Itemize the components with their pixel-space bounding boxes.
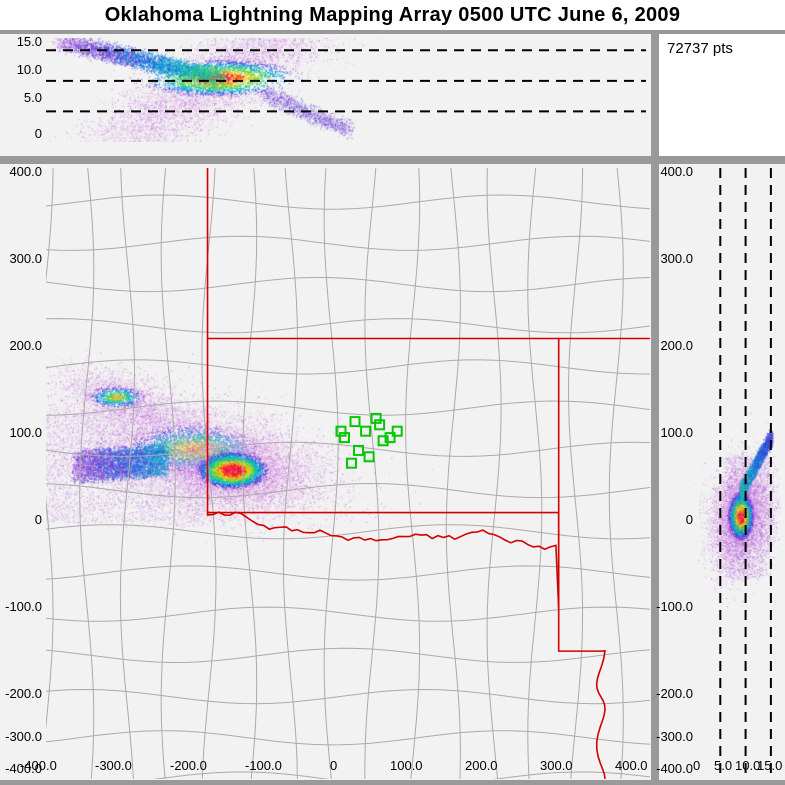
main-yaxis-label-m100: -100.0 [0,599,42,614]
lma-display-window: Oklahoma Lightning Mapping Array 0500 UT… [0,0,785,785]
right-yaxis-label-m300: -300.0 [651,729,693,744]
main-yaxis-label-100: 100.0 [0,425,42,440]
lma-sensor-marker [365,452,374,461]
main-xaxis-label-200: 200.0 [465,758,498,773]
right-yaxis-label-m200: -200.0 [651,686,693,701]
top-yaxis-label-5: 5.0 [2,90,42,105]
points-count-panel: 72737 pts [659,34,785,156]
right-yaxis-label-m400: -400.0 [651,761,693,776]
main-yaxis-label-m200: -200.0 [0,686,42,701]
window-title: Oklahoma Lightning Mapping Array 0500 UT… [105,4,681,27]
main-xaxis-label-m100: -100.0 [245,758,282,773]
top-yaxis-label-10: 10.0 [2,62,42,77]
lma-sensor-marker [361,427,370,436]
main-map-plot-area[interactable] [46,168,650,779]
main-xaxis-label-m300: -300.0 [95,758,132,773]
top-altitude-plot-area[interactable] [46,38,646,142]
right-altitude-panel: 400.0 300.0 200.0 100.0 0 -100.0 -200.0 … [659,160,785,780]
main-xaxis-label-100: 100.0 [390,758,423,773]
main-yaxis-label-0: 0 [0,512,42,527]
top-altitude-panel: 15.0 10.0 5.0 0 [0,34,655,156]
main-xaxis-label-400: 400.0 [615,758,648,773]
top-yaxis-label-0: 0 [2,126,42,141]
lma-sensor-marker [347,459,356,468]
main-yaxis-label-m300: -300.0 [0,729,42,744]
main-yaxis-label-300: 300.0 [0,251,42,266]
main-xaxis-label-300: 300.0 [540,758,573,773]
right-yaxis-label-300: 300.0 [651,251,693,266]
main-map-panel: 400.0 300.0 200.0 100.0 0 -100.0 -200.0 … [0,160,655,780]
lma-sensor-marker [351,417,360,426]
main-yaxis-label-400: 400.0 [0,164,42,179]
right-xaxis-label-0: 0 [693,758,700,773]
right-yaxis-label-100: 100.0 [651,425,693,440]
right-altitude-plot-area[interactable] [695,168,781,779]
main-xaxis-label-m200: -200.0 [170,758,207,773]
main-yaxis-label-200: 200.0 [0,338,42,353]
right-yaxis-label-400: 400.0 [651,164,693,179]
main-xaxis-label-0: 0 [330,758,337,773]
right-xaxis-label-5: 5.0 [714,758,732,773]
points-count-label: 72737 pts [667,40,733,57]
right-xaxis-label-15: 15.0 [757,758,782,773]
title-bar: Oklahoma Lightning Mapping Array 0500 UT… [0,0,785,34]
top-yaxis-label-15: 15.0 [2,34,42,49]
main-xaxis-label-m400: -400.0 [20,758,57,773]
right-yaxis-label-m100: -100.0 [651,599,693,614]
right-yaxis-label-0: 0 [651,512,693,527]
right-yaxis-label-200: 200.0 [651,338,693,353]
